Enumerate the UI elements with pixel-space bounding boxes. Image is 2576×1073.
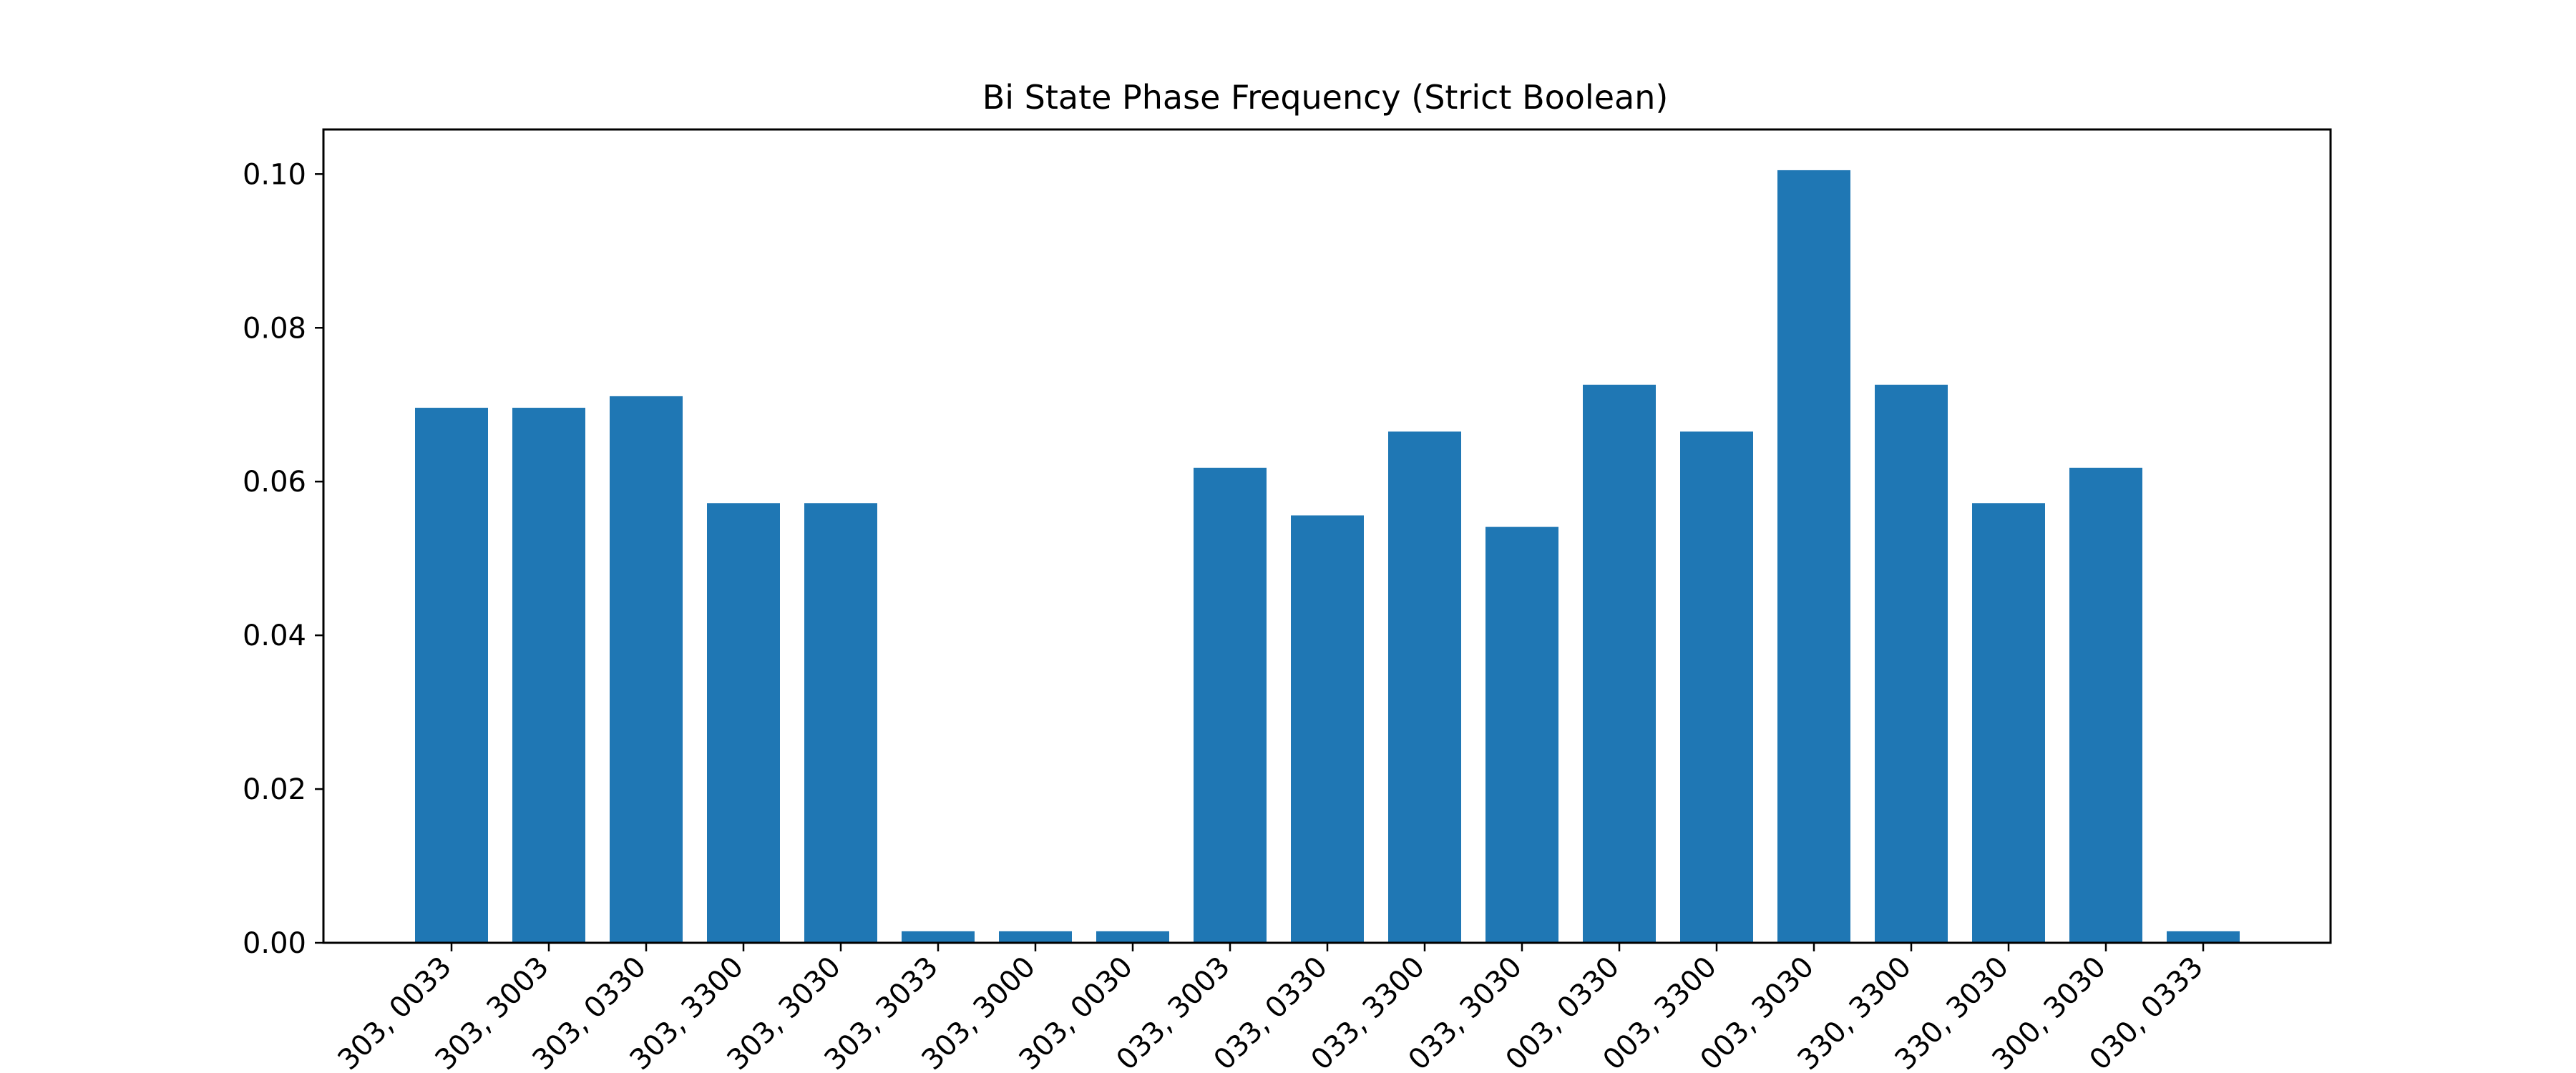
bar-15 — [1777, 170, 1850, 943]
bar-1 — [415, 408, 488, 943]
bar-5 — [804, 503, 877, 943]
bar-18 — [2069, 467, 2142, 943]
bar-10 — [1291, 515, 1364, 943]
bar-19 — [2167, 931, 2240, 943]
bar-8 — [1096, 931, 1169, 943]
y-tick-label: 0.06 — [243, 466, 306, 499]
y-tick-label: 0.00 — [243, 927, 306, 960]
y-tick-label: 0.02 — [243, 773, 306, 806]
bar-9 — [1194, 467, 1267, 943]
bar-17 — [1972, 503, 2045, 943]
y-tick-label: 0.10 — [243, 158, 306, 191]
bar-3 — [610, 396, 683, 943]
y-tick-label: 0.04 — [243, 619, 306, 652]
bar-11 — [1388, 431, 1461, 943]
y-tick-label: 0.08 — [243, 312, 306, 345]
chart-title: Bi State Phase Frequency (Strict Boolean… — [982, 78, 1669, 117]
bar-4 — [707, 503, 780, 943]
bar-13 — [1583, 384, 1656, 943]
bar-14 — [1680, 431, 1753, 943]
bar-2 — [512, 408, 585, 943]
bar-16 — [1875, 384, 1948, 943]
bar-6 — [902, 931, 975, 943]
bar-7 — [999, 931, 1072, 943]
bar-12 — [1485, 526, 1558, 943]
